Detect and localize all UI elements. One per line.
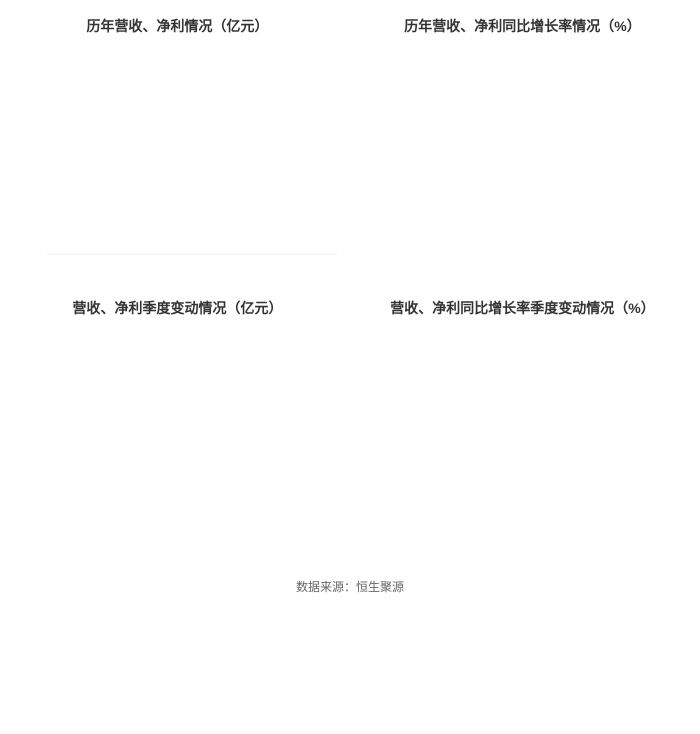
charts-grid: 历年营收、净利情况（亿元） 历年营收、净利同比增长率情况（%） 营收、净利季度变… — [10, 10, 690, 564]
line-chart-quarterly — [358, 328, 688, 558]
data-source-label: 数据来源：恒生聚源 — [10, 578, 690, 595]
panel-annual-growth: 历年营收、净利同比增长率情况（%） — [355, 10, 690, 282]
chart-title: 历年营收、净利情况（亿元） — [87, 16, 269, 36]
panel-quarterly-growth: 营收、净利同比增长率季度变动情况（%） — [355, 292, 690, 564]
line-chart-annual — [358, 46, 688, 276]
bar-chart-annual — [13, 46, 343, 276]
bar-chart-quarterly — [13, 328, 343, 558]
panel-annual-values: 历年营收、净利情况（亿元） — [10, 10, 345, 282]
chart-title: 营收、净利同比增长率季度变动情况（%） — [390, 298, 654, 318]
panel-quarterly-values: 营收、净利季度变动情况（亿元） — [10, 292, 345, 564]
chart-title: 历年营收、净利同比增长率情况（%） — [404, 16, 640, 36]
chart-title: 营收、净利季度变动情况（亿元） — [73, 298, 283, 318]
